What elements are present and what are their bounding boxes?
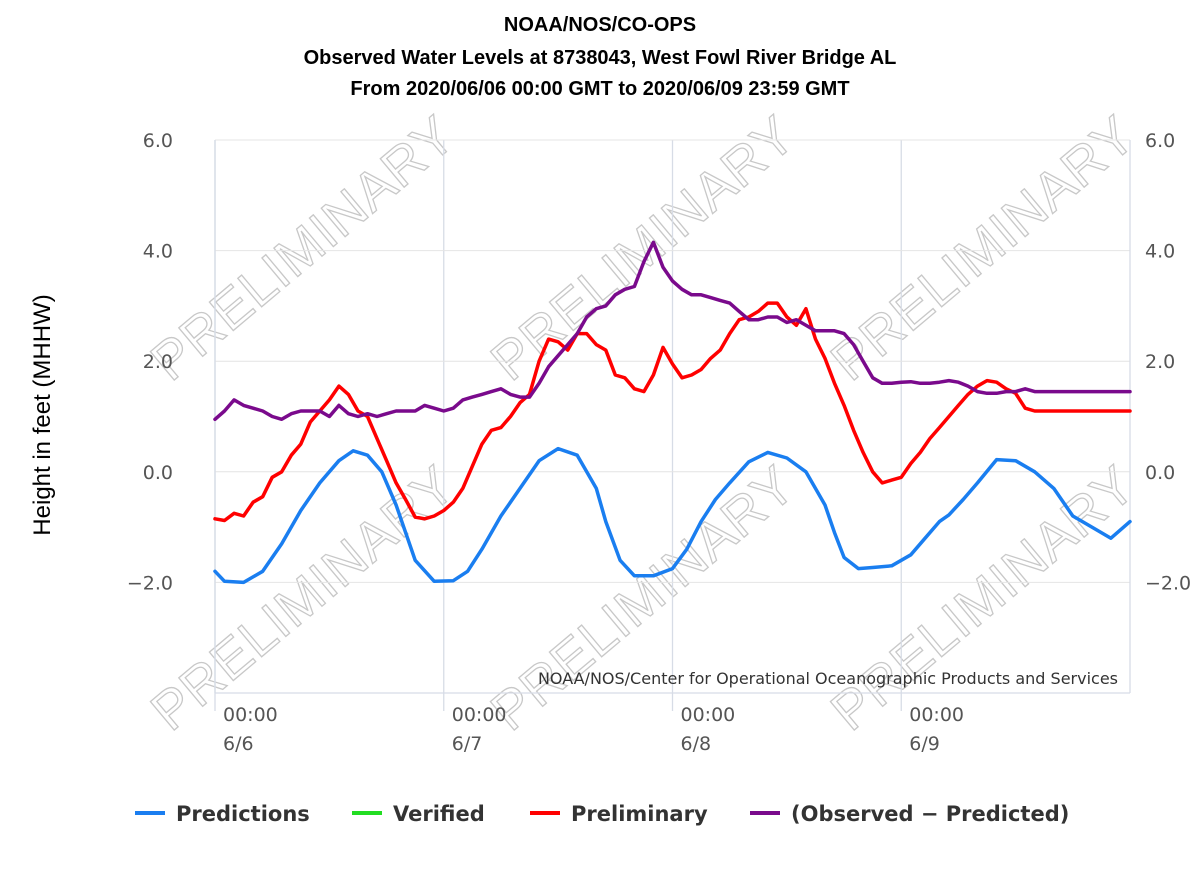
y-tick-left-1: 0.0 <box>143 462 173 484</box>
legend: Predictions Verified Preliminary (Observed … <box>135 802 1069 826</box>
y-tick-left-2: 2.0 <box>143 351 173 373</box>
chart-title-line-3: From 2020/06/06 00:00 GMT to 2020/06/09 … <box>350 78 850 100</box>
watermark-1: PRELIMINARY <box>480 104 807 392</box>
chart-title-line-2: Observed Water Levels at 8738043, West F… <box>303 47 897 69</box>
series-line-0 <box>213 446 1132 585</box>
watermark-0: PRELIMINARY <box>140 104 467 392</box>
watermarks: PRELIMINARY PRELIMINARY PRELIMINARYPRELIMI… <box>139 104 1147 743</box>
series-line-2 <box>213 301 1132 523</box>
legend-label-2: Preliminary <box>571 802 708 826</box>
y-tick-right-1: 0.0 <box>1145 462 1175 484</box>
watermark-5: PRELIMINARY <box>820 454 1147 742</box>
x-tick-date-3: 6/9 <box>909 733 940 755</box>
y-tick-right-2: 2.0 <box>1145 351 1175 373</box>
y-tick-left-3: 4.0 <box>143 241 173 263</box>
x-tick-time-3: 00:00 <box>909 704 964 726</box>
y-tick-right-0: −2.0 <box>1145 572 1191 594</box>
x-tick-time-2: 00:00 <box>681 704 736 726</box>
legend-label-0: Predictions <box>176 802 310 826</box>
y-tick-left-4: 6.0 <box>143 130 173 152</box>
chart-title-line-1: NOAA/NOS/CO-OPS <box>503 14 697 36</box>
x-tick-date-2: 6/8 <box>681 733 712 755</box>
x-tick-date-1: 6/7 <box>452 733 483 755</box>
credit-text: NOAA/NOS/Center for Operational Oceanogr… <box>538 669 1118 688</box>
y-tick-left-0: −2.0 <box>127 572 173 594</box>
legend-label-3: (Observed − Predicted) <box>791 802 1069 826</box>
watermark-4: PRELIMINARY <box>480 454 807 742</box>
y-tick-right-3: 4.0 <box>1145 241 1175 263</box>
x-tick-time-0: 00:00 <box>223 704 278 726</box>
series-line-3 <box>213 240 1132 422</box>
legend-label-1: Verified <box>393 802 485 826</box>
axes: −2.0 −2.0 0.0 0.0 2.0 2.0 4.0 4.0 6.0 6.0 00:00 6/6… <box>127 130 1191 755</box>
y-tick-right-4: 6.0 <box>1145 130 1175 152</box>
x-tick-time-1: 00:00 <box>452 704 507 726</box>
x-tick-date-0: 6/6 <box>223 733 254 755</box>
series-layer <box>213 240 1132 585</box>
watermark-3: PRELIMINARY <box>140 454 467 742</box>
y-axis-label: Height in feet (MHHW) <box>29 294 56 535</box>
watermark-2: PRELIMINARY <box>820 104 1147 392</box>
